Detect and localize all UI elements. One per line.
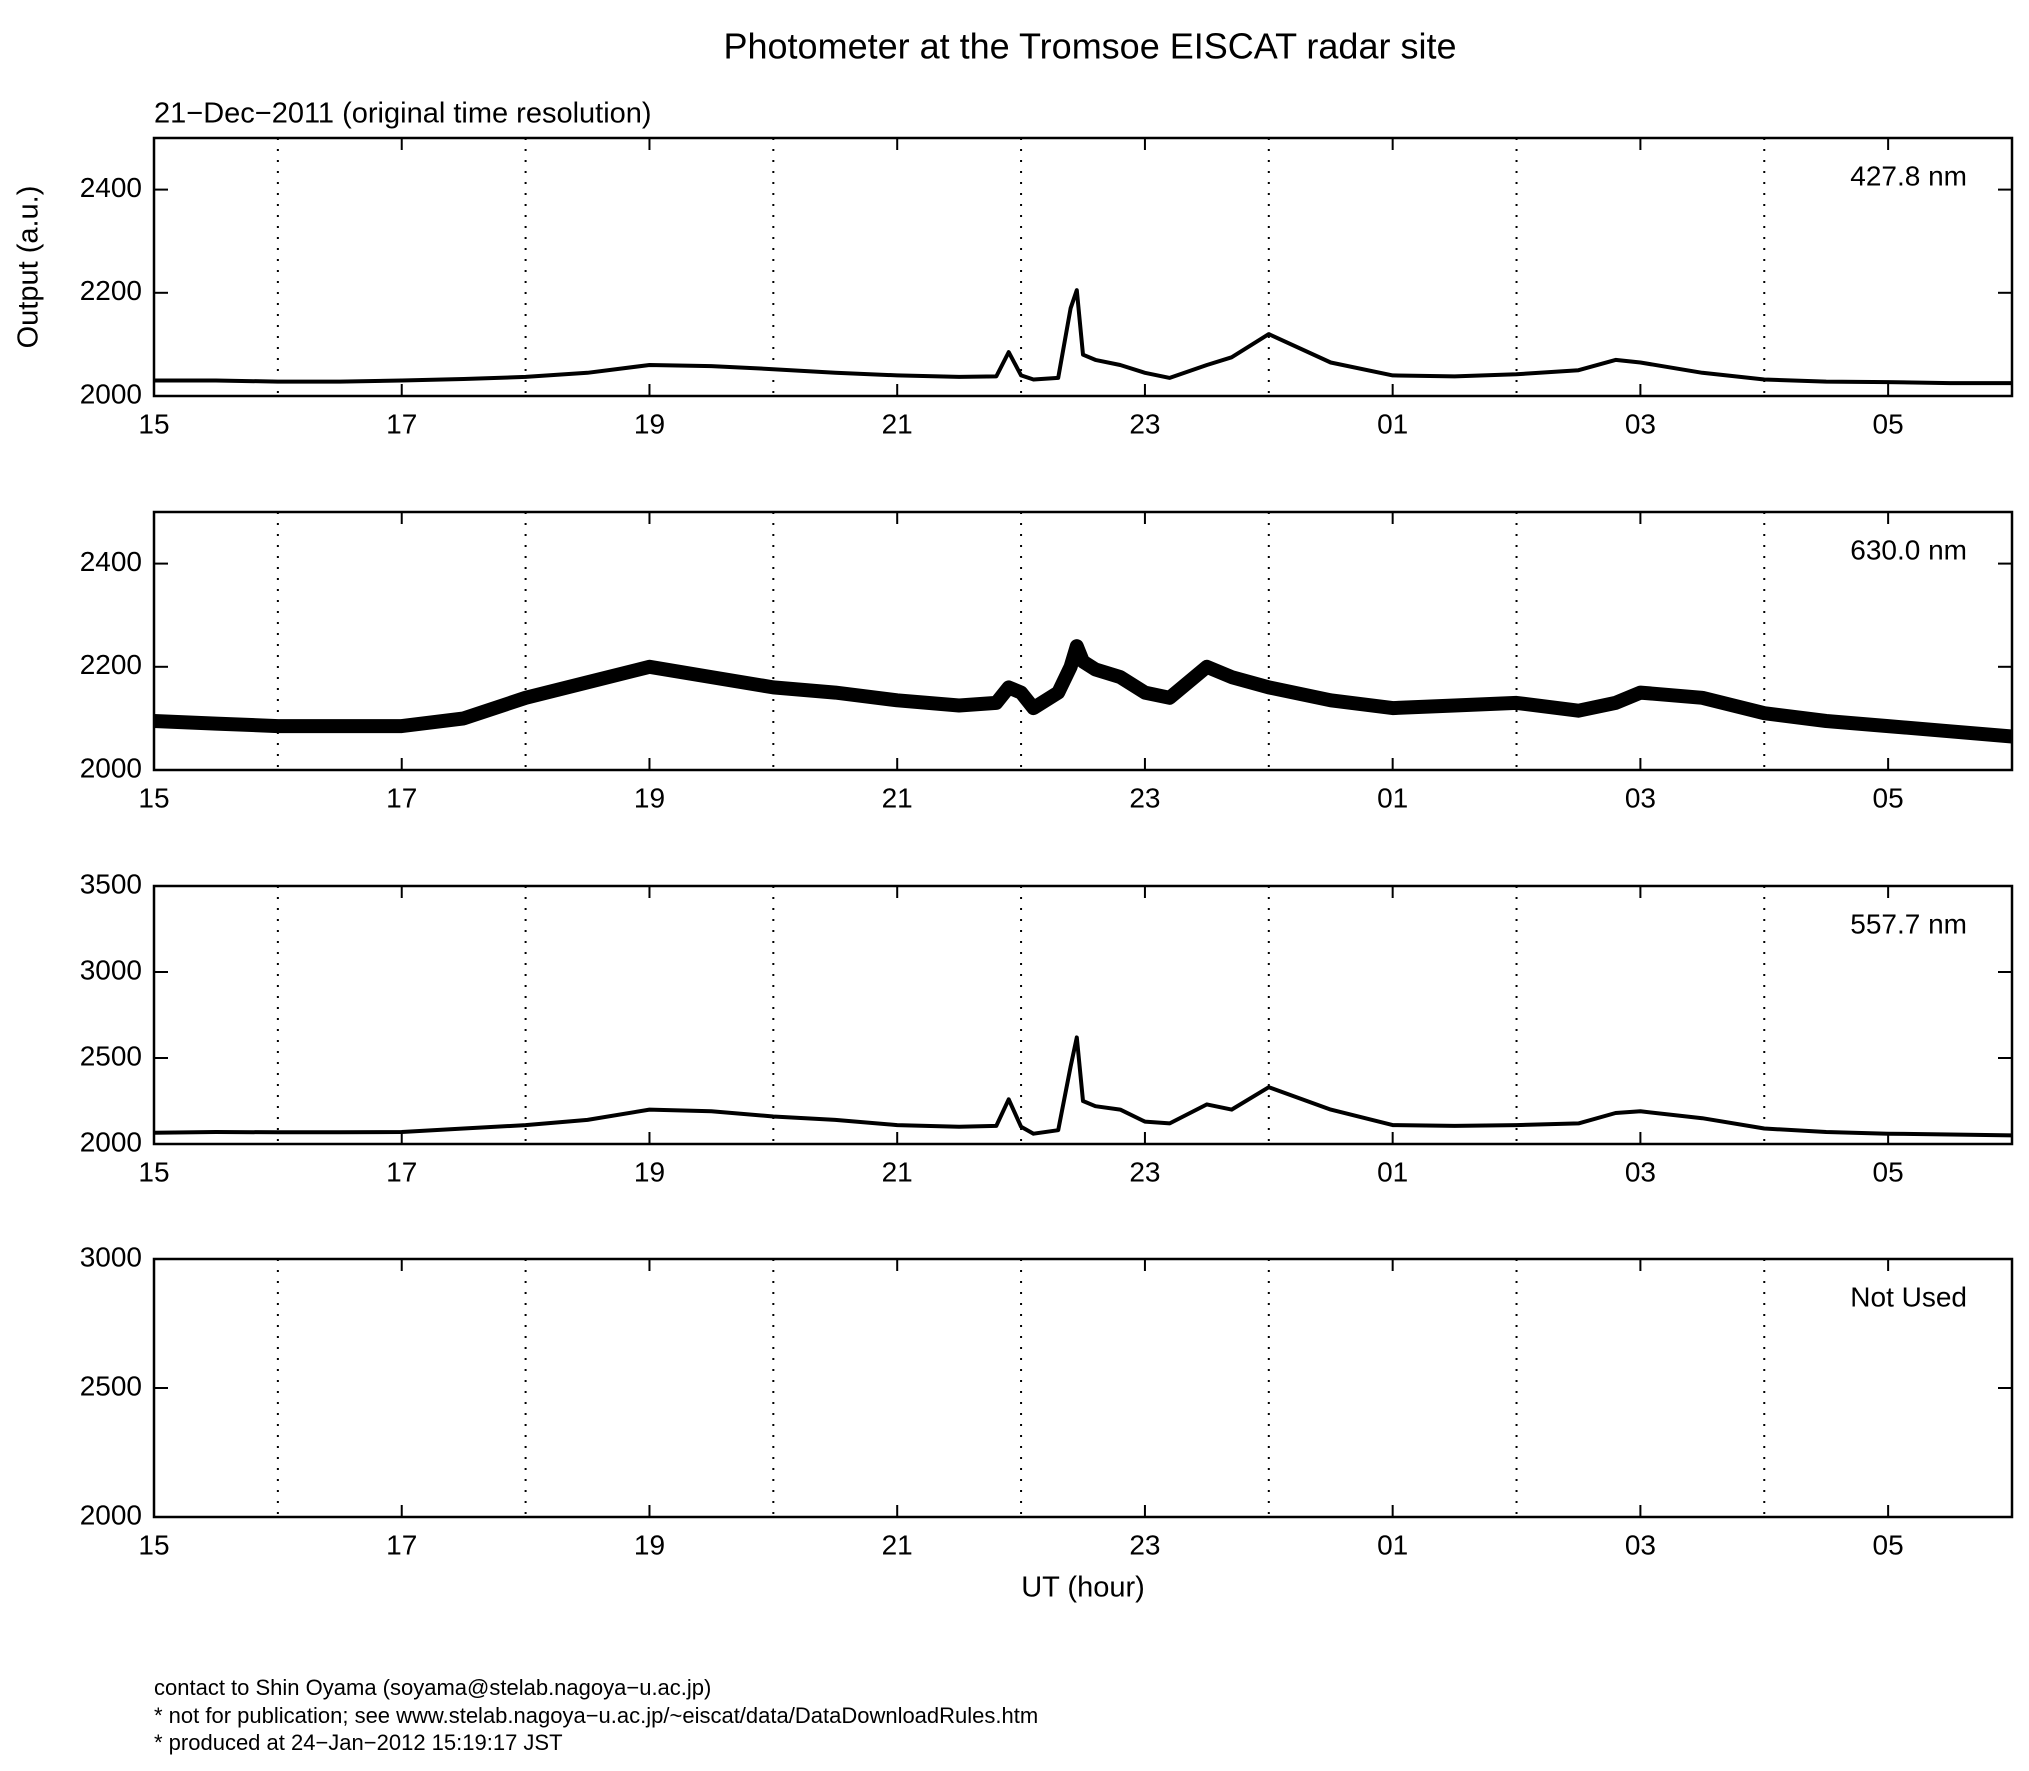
data-line xyxy=(153,639,2013,744)
x-tick-label: 17 xyxy=(386,782,417,813)
y-tick-label: 2200 xyxy=(80,649,142,680)
x-tick-label: 19 xyxy=(634,408,665,439)
x-tick-label: 03 xyxy=(1625,408,1656,439)
y-axis-label: Output (a.u.) xyxy=(13,186,45,349)
panel-label: 557.7 nm xyxy=(1850,908,1967,939)
y-tick-label: 3000 xyxy=(80,954,142,985)
x-axis-label: UT (hour) xyxy=(1021,1572,1145,1604)
y-tick-label: 3000 xyxy=(80,1241,142,1272)
x-tick-label: 15 xyxy=(138,408,169,439)
data-line xyxy=(153,1035,2013,1138)
x-tick-label: 05 xyxy=(1873,408,1904,439)
x-tick-label: 15 xyxy=(138,1156,169,1187)
x-tick-label: 21 xyxy=(882,1529,913,1560)
y-tick-label: 2400 xyxy=(80,546,142,577)
y-tick-label: 3500 xyxy=(80,868,142,899)
x-tick-label: 17 xyxy=(386,408,417,439)
plot-frame xyxy=(152,136,2014,398)
x-tick-label: 19 xyxy=(634,1156,665,1187)
x-tick-label: 21 xyxy=(882,782,913,813)
footer-line: * not for publication; see www.stelab.na… xyxy=(154,1703,1038,1728)
panel-label: 630.0 nm xyxy=(1850,534,1967,565)
subtitle: 21−Dec−2011 (original time resolution) xyxy=(154,98,652,130)
x-tick-label: 23 xyxy=(1129,782,1160,813)
data-line xyxy=(154,288,2012,386)
x-tick-label: 17 xyxy=(386,1529,417,1560)
y-tick-label: 2500 xyxy=(80,1040,142,1071)
x-tick-label: 01 xyxy=(1377,408,1408,439)
y-tick-label: 2000 xyxy=(80,378,142,409)
x-tick-label: 19 xyxy=(634,782,665,813)
panel-label: Not Used xyxy=(1850,1281,1967,1312)
footer-line: contact to Shin Oyama (soyama@stelab.nag… xyxy=(154,1675,711,1700)
y-tick-label: 2000 xyxy=(80,1499,142,1530)
x-tick-label: 03 xyxy=(1625,782,1656,813)
plot-frame xyxy=(152,510,2014,772)
plot-frame xyxy=(152,884,2014,1146)
x-tick-label: 05 xyxy=(1873,1529,1904,1560)
footer-line: * produced at 24−Jan−2012 15:19:17 JST xyxy=(154,1730,563,1755)
x-tick-label: 05 xyxy=(1873,782,1904,813)
x-tick-label: 15 xyxy=(138,782,169,813)
figure-title: Photometer at the Tromsoe EISCAT radar s… xyxy=(724,26,1457,67)
x-tick-label: 17 xyxy=(386,1156,417,1187)
y-tick-label: 2000 xyxy=(80,1126,142,1157)
panel-label: 427.8 nm xyxy=(1850,160,1967,191)
y-tick-label: 2000 xyxy=(80,752,142,783)
x-tick-label: 01 xyxy=(1377,782,1408,813)
x-tick-label: 23 xyxy=(1129,1529,1160,1560)
x-tick-label: 01 xyxy=(1377,1156,1408,1187)
x-tick-label: 19 xyxy=(634,1529,665,1560)
x-tick-label: 21 xyxy=(882,1156,913,1187)
x-tick-label: 23 xyxy=(1129,408,1160,439)
y-tick-label: 2500 xyxy=(80,1370,142,1401)
x-tick-label: 03 xyxy=(1625,1156,1656,1187)
y-tick-label: 2400 xyxy=(80,172,142,203)
x-tick-label: 01 xyxy=(1377,1529,1408,1560)
x-tick-label: 03 xyxy=(1625,1529,1656,1560)
x-tick-label: 23 xyxy=(1129,1156,1160,1187)
plot-frame xyxy=(152,1257,2014,1519)
y-tick-label: 2200 xyxy=(80,275,142,306)
x-tick-label: 05 xyxy=(1873,1156,1904,1187)
x-tick-label: 15 xyxy=(138,1529,169,1560)
x-tick-label: 21 xyxy=(882,408,913,439)
